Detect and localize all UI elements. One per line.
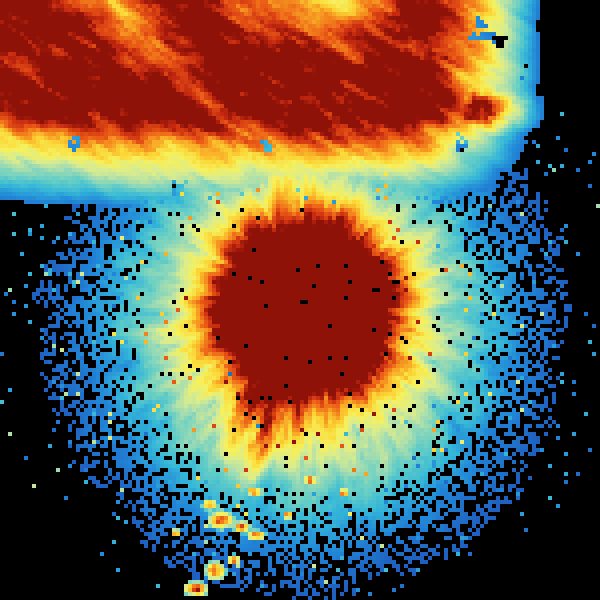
radar-reflectivity-canvas xyxy=(0,0,600,600)
radar-reflectivity-plot xyxy=(0,0,600,600)
